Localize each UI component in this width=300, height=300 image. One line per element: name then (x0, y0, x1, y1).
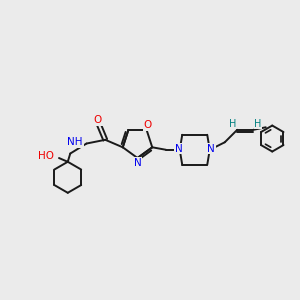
Text: O: O (94, 115, 102, 125)
Text: O: O (144, 121, 152, 130)
Text: N: N (134, 158, 141, 168)
Text: N: N (175, 143, 182, 154)
Text: NH: NH (67, 137, 83, 147)
Text: N: N (207, 143, 215, 154)
Text: H: H (229, 118, 236, 128)
Text: HO: HO (38, 151, 54, 160)
Text: H: H (254, 118, 262, 128)
